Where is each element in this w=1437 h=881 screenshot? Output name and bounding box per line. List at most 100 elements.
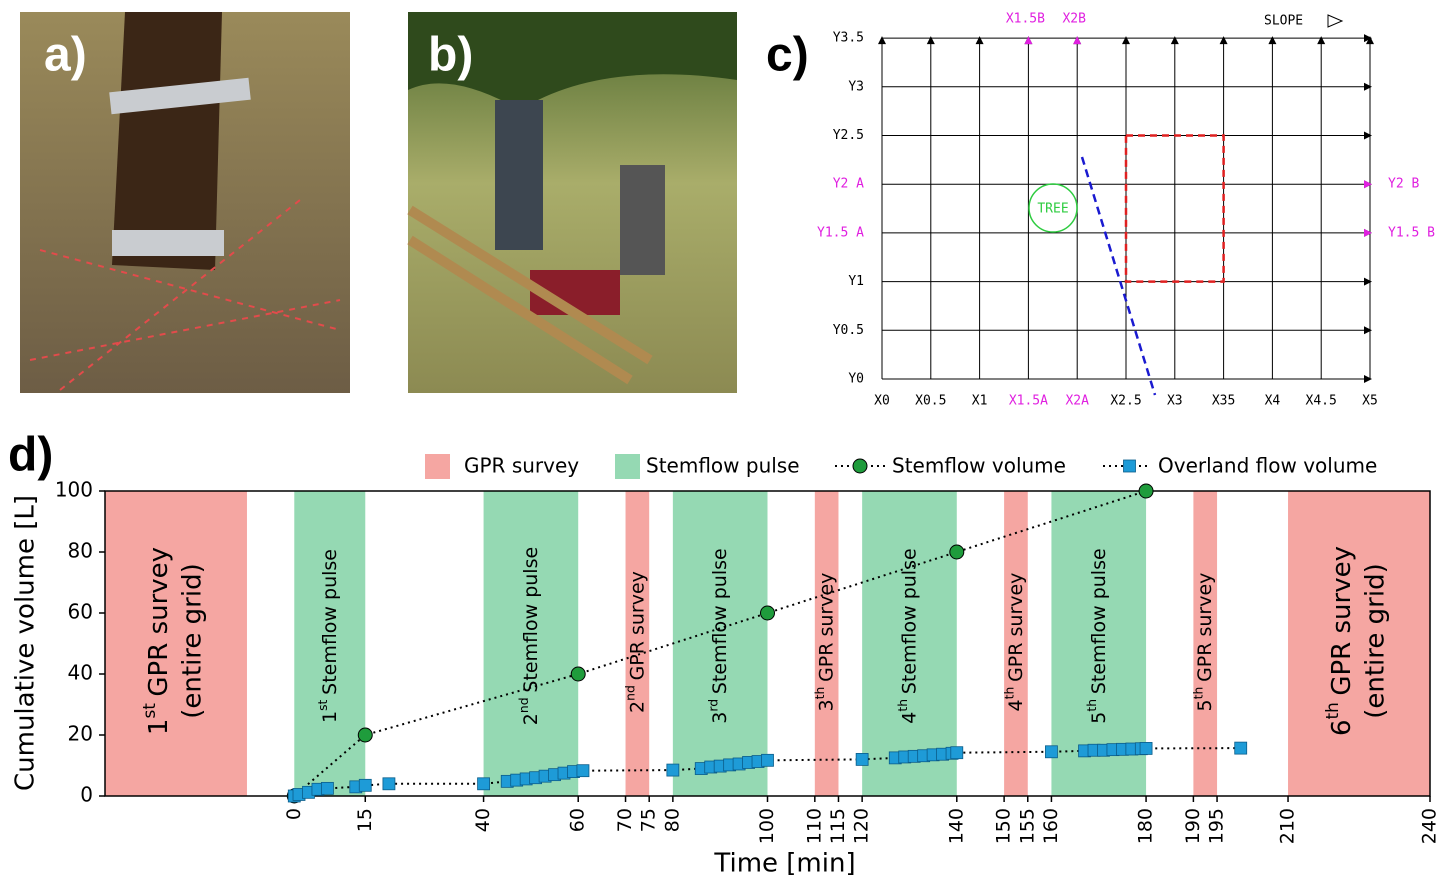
arrow <box>1364 180 1372 188</box>
band <box>1288 491 1430 796</box>
y-tick-label: 0 <box>80 783 93 807</box>
panel-label: a) <box>44 29 87 82</box>
y-label: Y2 A <box>833 177 864 192</box>
arrow <box>1364 278 1372 286</box>
slope-label: SLOPE <box>1264 14 1303 29</box>
x-tick-label: 100 <box>756 808 778 844</box>
ordinal: 2 <box>626 701 648 713</box>
legend-label: GPR survey <box>464 454 579 478</box>
y-tick-label: 20 <box>68 722 93 746</box>
arrow <box>1317 36 1325 44</box>
x-tick-label: 75 <box>638 808 660 832</box>
band-text: Stemflow pulse <box>1087 548 1109 694</box>
band-text: GPR survey <box>1327 546 1357 696</box>
right-label: Y2 B <box>1388 177 1419 192</box>
ordinal: 2 <box>519 713 541 725</box>
panel-label: b) <box>428 29 473 82</box>
ordinal: 4 <box>898 712 920 724</box>
data-point <box>761 606 775 620</box>
data-point <box>856 753 868 765</box>
legend-label: Stemflow pulse <box>646 454 800 478</box>
band-label-line2: (entire grid) <box>177 563 207 718</box>
legend-marker <box>1124 460 1136 472</box>
x-label: X4.5 <box>1306 394 1337 409</box>
x-label: X5 <box>1362 394 1378 409</box>
data-point <box>1140 742 1152 754</box>
ordinal-suffix: th <box>1085 699 1099 712</box>
ordinal-suffix: nd <box>517 697 531 713</box>
arrow <box>1122 36 1130 44</box>
ordinal: 1 <box>318 711 340 723</box>
arrow <box>1171 36 1179 44</box>
ordinal: 5 <box>1087 712 1109 724</box>
ordinal-suffix: st <box>139 703 159 719</box>
chart: 1stGPR survey(entire grid)2ndGPR survey3… <box>11 454 1437 879</box>
data-point <box>321 782 333 794</box>
band-label-line2: (entire grid) <box>1361 563 1391 718</box>
arrow <box>1364 83 1372 91</box>
band-text: Stemflow pulse <box>318 549 340 695</box>
page: a) b) c) X0X0.5X1X1.5AX2AX2.5X3X35X4X4.5… <box>0 0 1437 881</box>
band-text: Stemflow pulse <box>519 547 541 693</box>
x-label: X35 <box>1212 394 1235 409</box>
ordinal-suffix: th <box>813 687 827 700</box>
ordinal-suffix: th <box>1322 702 1342 719</box>
arrow <box>1364 375 1372 383</box>
ordinal: 6 <box>1327 719 1357 736</box>
data-point <box>571 667 585 681</box>
panel-label: d) <box>8 429 53 482</box>
y-tick-label: 80 <box>68 539 93 563</box>
data-point <box>577 765 589 777</box>
legend-label: Stemflow volume <box>892 454 1066 478</box>
data-point <box>478 778 490 790</box>
y-axis-title: Cumulative volume [L] <box>11 495 41 791</box>
band-text: GPR survey <box>626 571 648 680</box>
slope-arrow <box>1328 15 1342 27</box>
y-label: Y1 <box>848 274 864 289</box>
x-label: X3 <box>1167 394 1183 409</box>
y-tick-label: 40 <box>68 661 93 685</box>
ordinal: 4 <box>1004 699 1026 711</box>
y-tick-label: 100 <box>55 478 93 502</box>
band-text: GPR survey <box>1194 573 1216 682</box>
ordinal: 1 <box>143 719 173 736</box>
data-point <box>951 747 963 759</box>
band-text: Stemflow pulse <box>709 548 731 694</box>
ordinal: 3 <box>815 699 837 711</box>
ordinal-suffix: st <box>316 699 330 710</box>
x-label: X2.5 <box>1110 394 1141 409</box>
x-tick-label: 240 <box>1419 808 1437 844</box>
x-tick-label: 15 <box>354 808 376 832</box>
arrow <box>927 36 935 44</box>
data-point <box>1235 742 1247 754</box>
legend-swatch <box>615 454 640 479</box>
legend-swatch <box>425 454 450 479</box>
ordinal-suffix: th <box>1191 687 1205 700</box>
band-text: GPR survey <box>143 547 173 697</box>
x-label: X4 <box>1265 394 1281 409</box>
y-label: Y0.5 <box>833 323 864 338</box>
tree-label: TREE <box>1037 202 1068 217</box>
ordinal-suffix: th <box>895 699 909 712</box>
ordinal: 3 <box>709 712 731 724</box>
arrow <box>976 36 984 44</box>
ordinal: 5 <box>1194 699 1216 711</box>
x-label: X2A <box>1065 394 1089 409</box>
x-tick-label: 160 <box>1040 808 1062 844</box>
x-tick-label: 155 <box>1016 808 1038 844</box>
band-text: GPR survey <box>1004 573 1026 682</box>
arrow <box>1364 132 1372 140</box>
data-point <box>950 545 964 559</box>
trench-line <box>1082 157 1155 395</box>
data-point <box>667 764 679 776</box>
x-tick-label: 80 <box>661 808 683 832</box>
x-tick-label: 190 <box>1182 808 1204 844</box>
data-point <box>762 754 774 766</box>
data-point <box>359 779 371 791</box>
arrow <box>1073 36 1081 44</box>
x-label: X1 <box>972 394 988 409</box>
x-label: X0.5 <box>915 394 946 409</box>
top-label: X1.5B <box>1006 12 1045 27</box>
arrow <box>1024 36 1032 44</box>
